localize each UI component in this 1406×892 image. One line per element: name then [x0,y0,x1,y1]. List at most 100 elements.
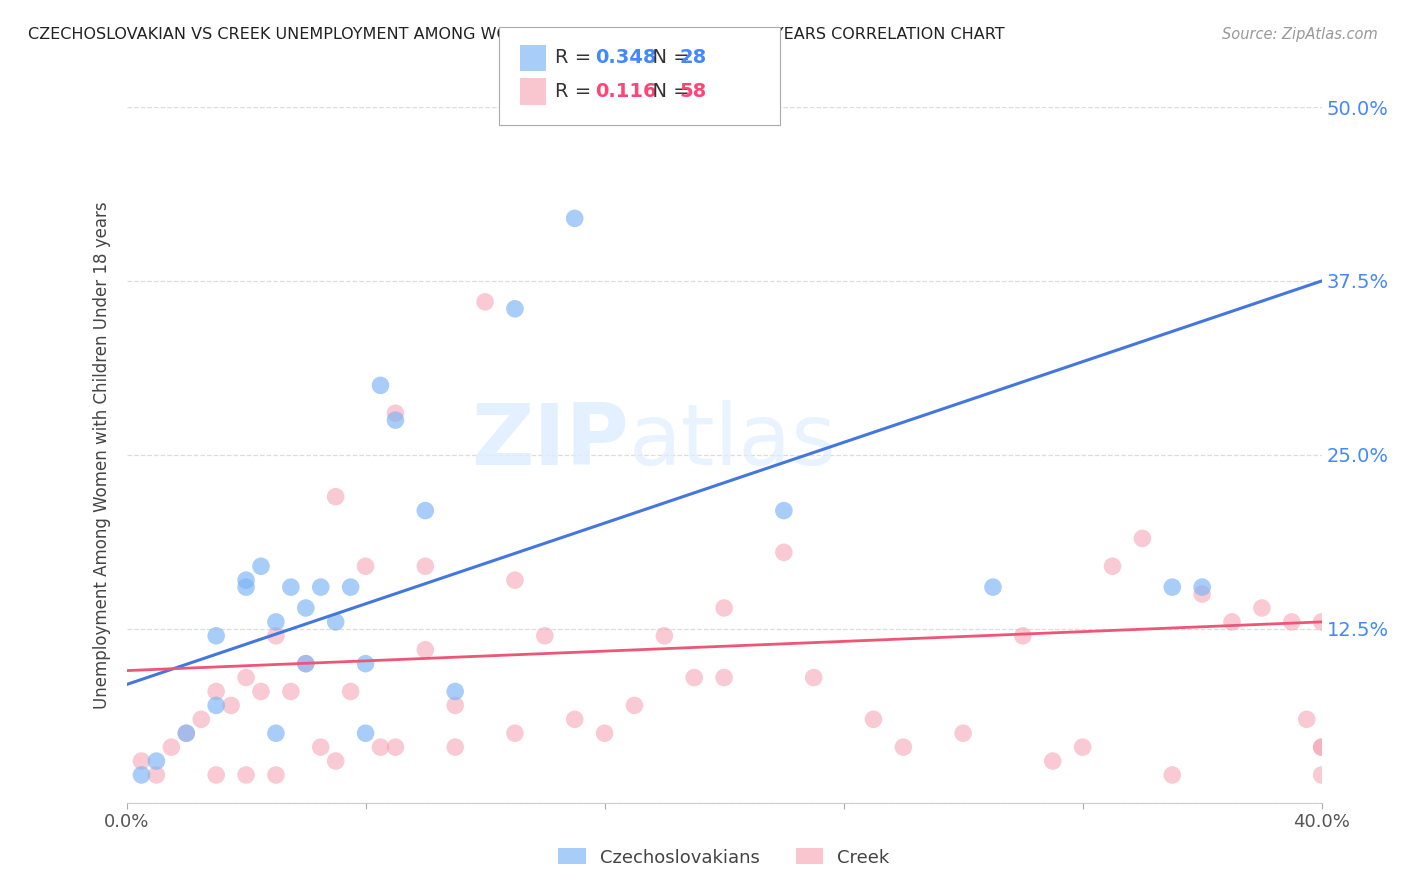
Point [1310,740,1333,755]
Point [1042,754,1064,768]
Point [713,601,735,615]
Point [205,768,228,782]
Point [264,768,287,782]
Point [503,301,526,316]
Legend: Czechoslovakians, Creek: Czechoslovakians, Creek [551,841,897,874]
Point [862,712,884,726]
Point [1310,740,1333,755]
Point [325,754,347,768]
Point [1130,532,1153,546]
Point [952,726,974,740]
Point [354,726,377,740]
Text: R =: R = [555,82,605,102]
Text: Source: ZipAtlas.com: Source: ZipAtlas.com [1222,27,1378,42]
Point [444,740,467,755]
Text: 0.116: 0.116 [595,82,657,102]
Point [415,559,437,574]
Text: N =: N = [640,48,696,68]
Point [713,671,735,685]
Point [1310,615,1333,629]
Point [205,684,228,698]
Text: atlas: atlas [628,400,837,483]
Point [294,657,316,671]
Point [370,378,392,392]
Point [190,712,212,726]
Point [325,490,347,504]
Point [593,726,616,740]
Point [1281,615,1303,629]
Text: R =: R = [555,48,598,68]
Point [773,503,796,517]
Point [564,211,586,226]
Point [264,629,287,643]
Point [1011,629,1033,643]
Point [205,698,228,713]
Point [160,740,183,755]
Point [1101,559,1123,574]
Text: N =: N = [640,82,696,102]
Point [339,684,361,698]
Y-axis label: Unemployment Among Women with Children Under 18 years: Unemployment Among Women with Children U… [93,201,111,709]
Point [564,712,586,726]
Point [145,768,167,782]
Point [652,629,675,643]
Point [534,629,557,643]
Point [294,601,316,615]
Point [174,726,197,740]
Text: 58: 58 [679,82,706,102]
Point [444,698,467,713]
Point [219,698,242,713]
Text: 28: 28 [679,48,706,68]
Point [623,698,645,713]
Point [1310,768,1333,782]
Point [503,573,526,587]
Point [503,726,526,740]
Point [145,754,167,768]
Point [235,580,257,594]
Point [1161,580,1184,594]
Point [235,768,257,782]
Point [235,671,257,685]
Point [325,615,347,629]
Point [131,754,153,768]
Point [893,740,915,755]
Point [773,545,796,559]
Point [205,629,228,643]
Point [280,580,302,594]
Point [250,684,273,698]
Point [384,413,406,427]
Point [339,580,361,594]
Point [384,740,406,755]
Text: ZIP: ZIP [471,400,628,483]
Point [264,615,287,629]
Point [250,559,273,574]
Point [415,642,437,657]
Point [683,671,706,685]
Point [1220,615,1243,629]
Point [444,684,467,698]
Point [354,657,377,671]
Point [1071,740,1094,755]
Point [309,740,332,755]
Point [174,726,197,740]
Point [1161,768,1184,782]
Point [1295,712,1317,726]
Point [235,573,257,587]
Point [474,294,496,309]
Point [384,406,406,420]
Point [803,671,825,685]
Point [309,580,332,594]
Text: 0.348: 0.348 [595,48,657,68]
Point [1191,587,1213,601]
Text: CZECHOSLOVAKIAN VS CREEK UNEMPLOYMENT AMONG WOMEN WITH CHILDREN UNDER 18 YEARS C: CZECHOSLOVAKIAN VS CREEK UNEMPLOYMENT AM… [28,27,1005,42]
Point [354,559,377,574]
Point [1191,580,1213,594]
Point [1251,601,1274,615]
Point [264,726,287,740]
Point [131,768,153,782]
Point [370,740,392,755]
Point [415,503,437,517]
Point [981,580,1004,594]
Point [280,684,302,698]
Point [294,657,316,671]
